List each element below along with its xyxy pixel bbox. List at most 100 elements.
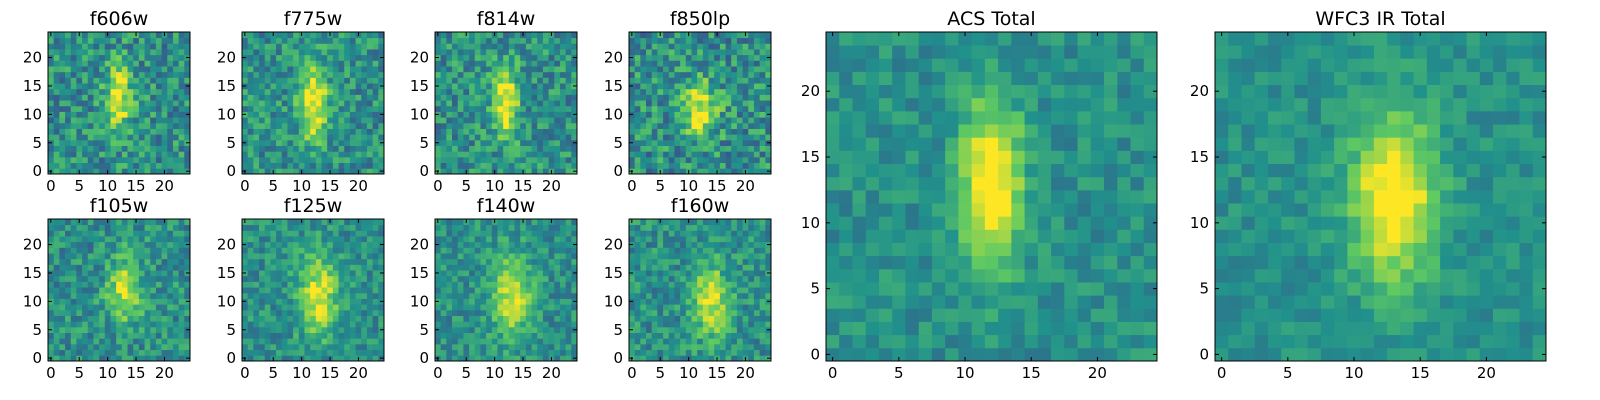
heatmap-cell bbox=[366, 83, 374, 90]
heatmap-cell bbox=[452, 88, 459, 95]
heatmap-cell bbox=[293, 122, 300, 129]
heatmap-cell bbox=[531, 122, 538, 129]
heatmap-cell bbox=[548, 247, 555, 254]
heatmap-cell bbox=[508, 230, 515, 237]
heatmap-cell bbox=[514, 94, 521, 101]
x-tick-label: 15 bbox=[126, 364, 145, 382]
heatmap-cell bbox=[76, 241, 83, 248]
heatmap-cell bbox=[82, 219, 89, 226]
heatmap-cell bbox=[144, 241, 151, 248]
heatmap-cell bbox=[242, 94, 249, 101]
heatmap-cell bbox=[651, 309, 658, 316]
heatmap-cell bbox=[559, 100, 567, 107]
heatmap-cell bbox=[361, 321, 368, 328]
heatmap-cell bbox=[338, 332, 345, 339]
heatmap-cell bbox=[264, 66, 271, 73]
heatmap-cell bbox=[281, 105, 288, 112]
heatmap-cell bbox=[366, 88, 374, 95]
heatmap-cell bbox=[304, 236, 311, 243]
heatmap-cell bbox=[497, 77, 504, 84]
heatmap-cell bbox=[531, 241, 538, 248]
heatmap-cell bbox=[531, 247, 538, 254]
heatmap-cell bbox=[344, 122, 351, 129]
heatmap-cell bbox=[293, 355, 300, 362]
heatmap-cell bbox=[184, 247, 191, 254]
heatmap-cell bbox=[508, 315, 515, 322]
heatmap-cell bbox=[70, 117, 77, 124]
heatmap-cell bbox=[172, 230, 180, 237]
heatmap-cell bbox=[127, 298, 134, 305]
heatmap-cell bbox=[378, 332, 385, 339]
heatmap-cell bbox=[457, 145, 464, 152]
heatmap-cell bbox=[133, 236, 140, 243]
heatmap-cell bbox=[310, 60, 317, 67]
heatmap-cell bbox=[276, 338, 283, 345]
heatmap-cell bbox=[344, 281, 351, 288]
heatmap-cell bbox=[121, 156, 128, 164]
heatmap-cell bbox=[748, 275, 755, 282]
heatmap-cell bbox=[571, 60, 578, 67]
heatmap-cell bbox=[366, 100, 374, 107]
heatmap-cell bbox=[725, 292, 732, 299]
heatmap-cell bbox=[452, 122, 459, 129]
heatmap-cell bbox=[167, 111, 174, 118]
heatmap-cell bbox=[344, 83, 351, 90]
heatmap-cell bbox=[491, 247, 498, 254]
heatmap-cell bbox=[702, 151, 709, 158]
heatmap-cell bbox=[446, 241, 453, 248]
heatmap-cell bbox=[172, 54, 180, 61]
heatmap-cell bbox=[150, 298, 157, 305]
heatmap-cell bbox=[663, 162, 670, 169]
heatmap-cell bbox=[87, 275, 94, 282]
heatmap-cell bbox=[144, 224, 151, 231]
heatmap-cell bbox=[264, 247, 271, 254]
heatmap-cell bbox=[281, 247, 288, 254]
heatmap-cell bbox=[65, 241, 72, 248]
heatmap-cell bbox=[651, 281, 658, 288]
heatmap-cell bbox=[82, 100, 89, 107]
heatmap-cell bbox=[293, 304, 300, 311]
heatmap-cell bbox=[469, 156, 476, 164]
heatmap-cell bbox=[565, 326, 572, 333]
heatmap-cell bbox=[491, 77, 498, 84]
heatmap-cell bbox=[59, 151, 66, 158]
heatmap-cell bbox=[161, 66, 168, 73]
heatmap-cell bbox=[321, 298, 328, 305]
heatmap-cell bbox=[259, 326, 266, 333]
heatmap-cell bbox=[759, 77, 766, 84]
heatmap-cell bbox=[133, 253, 140, 260]
heatmap-cell bbox=[99, 66, 106, 73]
heatmap-cell bbox=[440, 326, 447, 333]
heatmap-cell bbox=[548, 326, 555, 333]
heatmap-cell bbox=[491, 122, 498, 129]
x-tick-label: 20 bbox=[542, 177, 561, 195]
heatmap-cell bbox=[270, 100, 277, 107]
heatmap-cell bbox=[87, 37, 94, 44]
heatmap-cell bbox=[702, 83, 709, 90]
heatmap-cell bbox=[469, 162, 476, 169]
heatmap-cell bbox=[366, 122, 374, 129]
heatmap-cell bbox=[480, 156, 487, 164]
heatmap-cell bbox=[172, 60, 180, 67]
heatmap-cell bbox=[497, 32, 504, 39]
heatmap-cell bbox=[349, 66, 356, 73]
heatmap-cell bbox=[167, 105, 174, 112]
heatmap-cell bbox=[327, 66, 334, 73]
heatmap-cell bbox=[736, 332, 743, 339]
heatmap-cell bbox=[344, 219, 351, 226]
heatmap-cell bbox=[133, 145, 140, 152]
heatmap-cell bbox=[110, 287, 117, 294]
heatmap-cell bbox=[542, 60, 549, 67]
heatmap-cell bbox=[446, 236, 453, 243]
heatmap-cell bbox=[327, 343, 334, 351]
heatmap-cell bbox=[287, 156, 294, 164]
heatmap-cell bbox=[264, 292, 271, 299]
heatmap-cell bbox=[765, 105, 772, 112]
heatmap-cell bbox=[178, 264, 185, 271]
heatmap-cell bbox=[697, 326, 704, 333]
heatmap-cell bbox=[640, 338, 647, 345]
heatmap-cell bbox=[150, 309, 157, 316]
heatmap-cell bbox=[259, 151, 266, 158]
heatmap-cell bbox=[486, 168, 493, 175]
heatmap-cell bbox=[646, 338, 653, 345]
